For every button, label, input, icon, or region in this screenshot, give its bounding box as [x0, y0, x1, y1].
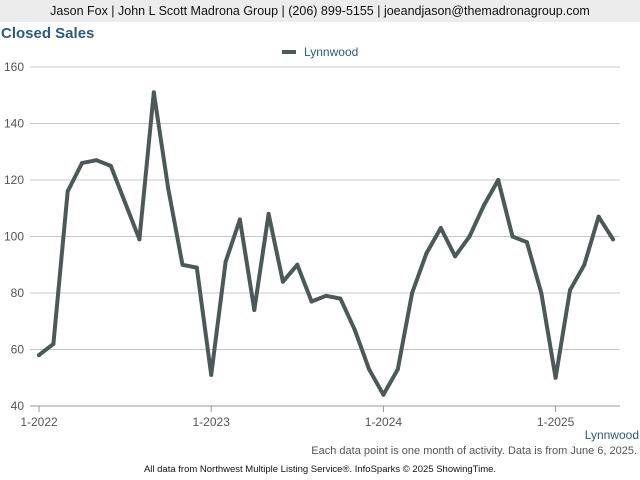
x-tick-label-1-2024: 1-2024	[365, 415, 403, 429]
data-point-18	[295, 262, 300, 267]
data-point-20	[324, 293, 328, 298]
data-point-13	[223, 259, 228, 264]
header-bar: Jason Fox | John L Scott Madrona Group |…	[0, 0, 640, 22]
y-tick-label-140: 140	[4, 117, 24, 131]
data-point-37	[567, 288, 572, 293]
data-point-31	[481, 203, 486, 208]
data-point-23	[367, 367, 372, 372]
data-point-0	[37, 353, 41, 358]
data-point-27	[424, 251, 429, 256]
data-point-11	[194, 265, 199, 270]
y-tick-label-160: 160	[4, 60, 24, 74]
data-point-22	[352, 327, 357, 332]
data-point-4	[94, 158, 99, 163]
series-label: Lynnwood	[584, 428, 639, 442]
data-point-32	[496, 178, 501, 182]
data-point-6	[123, 200, 128, 205]
data-point-35	[539, 291, 544, 295]
data-point-40	[611, 237, 615, 242]
data-point-36	[553, 375, 558, 380]
data-point-30	[467, 234, 472, 239]
data-point-34	[524, 240, 529, 245]
data-point-15	[252, 307, 257, 312]
y-tick-label-80: 80	[11, 286, 25, 300]
data-point-38	[582, 262, 587, 267]
data-point-1	[51, 341, 56, 346]
chart-title: Closed Sales	[1, 25, 95, 42]
data-point-39	[596, 214, 601, 219]
footnote: Each data point is one month of activity…	[311, 445, 637, 457]
data-point-16	[266, 211, 271, 216]
data-point-24	[381, 392, 386, 397]
legend-swatch	[281, 49, 296, 54]
data-point-25	[395, 367, 400, 372]
data-point-14	[237, 217, 242, 222]
data-point-9	[166, 186, 171, 191]
legend[interactable]: Lynnwood	[0, 45, 640, 59]
data-point-3	[80, 161, 85, 166]
credit-line: All data from Northwest Multiple Listing…	[143, 464, 497, 475]
data-point-10	[180, 262, 185, 267]
y-tick-label-40: 40	[11, 399, 25, 413]
data-point-29	[453, 254, 458, 259]
data-point-28	[438, 226, 443, 231]
data-point-26	[410, 291, 415, 295]
data-point-5	[108, 163, 113, 168]
data-point-19	[309, 299, 314, 304]
y-tick-label-100: 100	[4, 230, 24, 244]
data-point-7	[137, 237, 142, 242]
data-point-33	[510, 234, 515, 239]
contact-line: Jason Fox | John L Scott Madrona Group |…	[50, 4, 590, 18]
x-tick-label-1-2022: 1-2022	[20, 415, 58, 429]
y-tick-label-60: 60	[11, 343, 25, 357]
legend-label: Lynnwood	[304, 45, 359, 59]
data-point-8	[151, 90, 156, 95]
data-point-12	[209, 372, 214, 377]
data-point-2	[65, 189, 70, 194]
x-tick-label-1-2025: 1-2025	[537, 415, 575, 429]
data-point-17	[280, 279, 285, 284]
y-tick-label-120: 120	[4, 173, 24, 187]
data-point-21	[338, 296, 343, 301]
x-tick-label-1-2023: 1-2023	[193, 415, 231, 429]
